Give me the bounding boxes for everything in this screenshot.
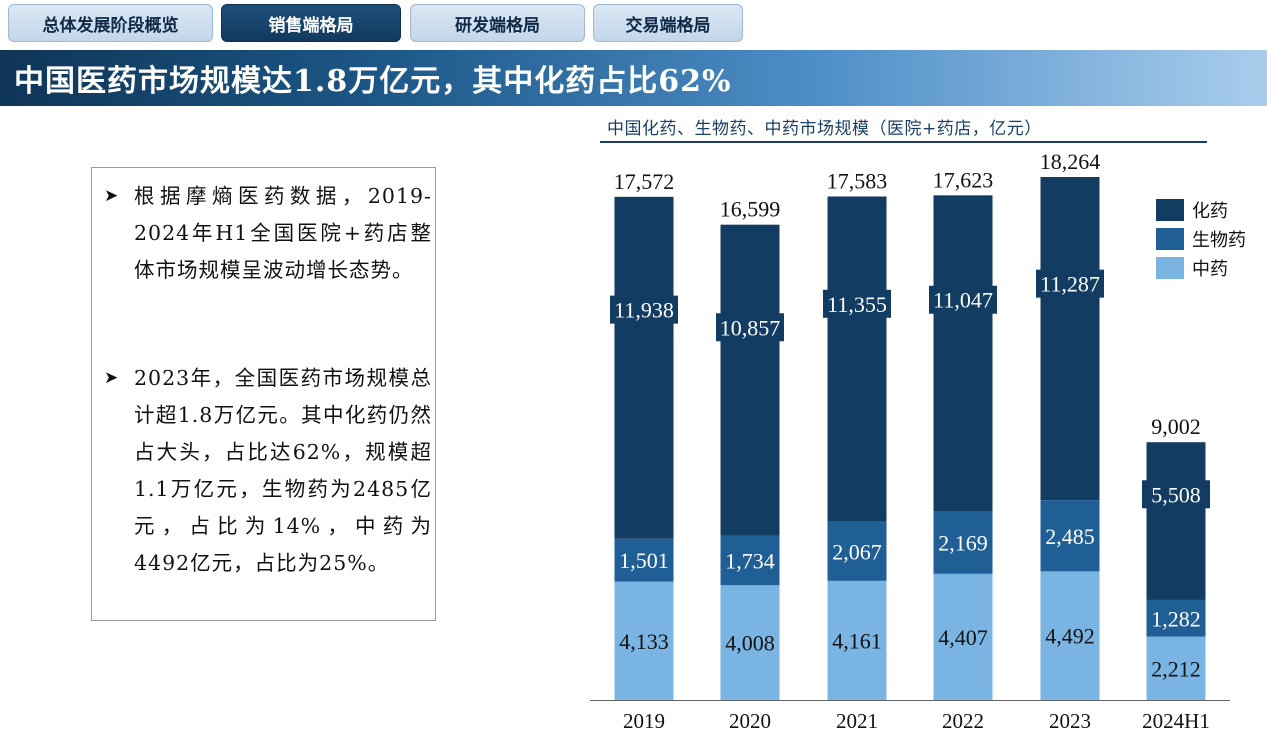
legend-swatch <box>1156 199 1184 221</box>
bar-segment <box>614 196 674 539</box>
data-label: 4,161 <box>832 628 882 653</box>
data-label: 11,355 <box>827 292 887 317</box>
data-label: 4,133 <box>619 629 669 654</box>
bar-segment <box>827 580 887 700</box>
data-label: 11,287 <box>1040 272 1100 297</box>
data-label: 1,501 <box>619 548 669 573</box>
legend-swatch <box>1156 257 1184 279</box>
total-label: 17,572 <box>614 169 675 194</box>
bar-segment <box>720 535 780 586</box>
tab-trade[interactable]: 交易端格局 <box>593 4 743 42</box>
tab-bar: 总体发展阶段概览 销售端格局 研发端格局 交易端格局 <box>0 0 1267 46</box>
bar-segment <box>1146 442 1206 600</box>
bullet-text: 根据摩熵医药数据，2019-2024年H1全国医院+药店整体市场规模呈波动增长态… <box>134 184 432 282</box>
x-tick-label: 2020 <box>729 709 771 733</box>
chart-title-rule <box>600 141 1207 143</box>
tab-sales[interactable]: 销售端格局 <box>221 4 401 42</box>
bar-segment <box>614 581 674 700</box>
data-label: 4,008 <box>725 631 775 656</box>
total-label: 17,623 <box>933 167 994 192</box>
x-tick-label: 2022 <box>942 709 984 733</box>
arrow-bullet-icon: ➤ <box>104 186 119 206</box>
bar-segment <box>1040 571 1100 700</box>
bar-segment <box>933 573 993 700</box>
data-label: 4,407 <box>938 625 988 650</box>
x-tick-label: 2019 <box>623 709 665 733</box>
data-label: 2,212 <box>1151 656 1201 681</box>
legend-label: 中药 <box>1192 259 1228 280</box>
label-background <box>823 289 891 318</box>
x-tick-label: 2024H1 <box>1142 709 1210 733</box>
legend-label: 生物药 <box>1192 230 1246 251</box>
bar-segment <box>1040 500 1100 572</box>
bar-segment <box>720 224 780 536</box>
data-label: 2,067 <box>832 539 882 564</box>
label-background <box>929 285 997 314</box>
tab-overview[interactable]: 总体发展阶段概览 <box>8 4 213 42</box>
bar-segment <box>720 585 780 700</box>
data-label: 5,508 <box>1151 482 1201 507</box>
data-label: 4,492 <box>1045 624 1095 649</box>
bar-segment <box>933 195 993 512</box>
data-label: 11,047 <box>933 288 993 313</box>
legend-swatch <box>1156 228 1184 250</box>
page-title: 中国医药市场规模达1.8万亿元，其中化药占比62% <box>0 50 1267 106</box>
data-label: 1,734 <box>725 548 775 573</box>
data-label: 10,857 <box>720 315 781 340</box>
label-background <box>1142 480 1210 509</box>
bar-segment <box>827 196 887 522</box>
bar-segment <box>1146 636 1206 700</box>
data-label: 2,485 <box>1045 524 1095 549</box>
bar-segment <box>1040 177 1100 501</box>
bar-segment <box>614 538 674 582</box>
label-background <box>610 295 678 324</box>
bar-segment <box>933 511 993 574</box>
arrow-bullet-icon: ➤ <box>104 368 119 388</box>
label-background <box>716 313 784 342</box>
data-label: 1,282 <box>1151 606 1201 631</box>
x-tick-label: 2021 <box>836 709 878 733</box>
legend-label: 化药 <box>1192 201 1228 222</box>
bar-segment <box>1146 599 1206 637</box>
bullet-text: 2023年，全国医药市场规模总计超1.8万亿元。其中化药仍然占大头，占比达62%… <box>134 366 432 575</box>
x-tick-label: 2023 <box>1049 709 1091 733</box>
data-label: 11,938 <box>614 298 674 323</box>
tab-rnd[interactable]: 研发端格局 <box>410 4 585 42</box>
data-label: 2,169 <box>938 531 988 556</box>
bar-segment <box>827 521 887 581</box>
total-label: 9,002 <box>1151 414 1201 439</box>
summary-textbox: ➤ 根据摩熵医药数据，2019-2024年H1全国医院+药店整体市场规模呈波动增… <box>91 167 436 621</box>
total-label: 18,264 <box>1040 149 1101 174</box>
chart-title: 中国化药、生物药、中药市场规模（医院+药店，亿元） <box>607 119 1042 139</box>
total-label: 17,583 <box>827 169 888 194</box>
label-background <box>1036 269 1104 298</box>
total-label: 16,599 <box>720 197 781 222</box>
